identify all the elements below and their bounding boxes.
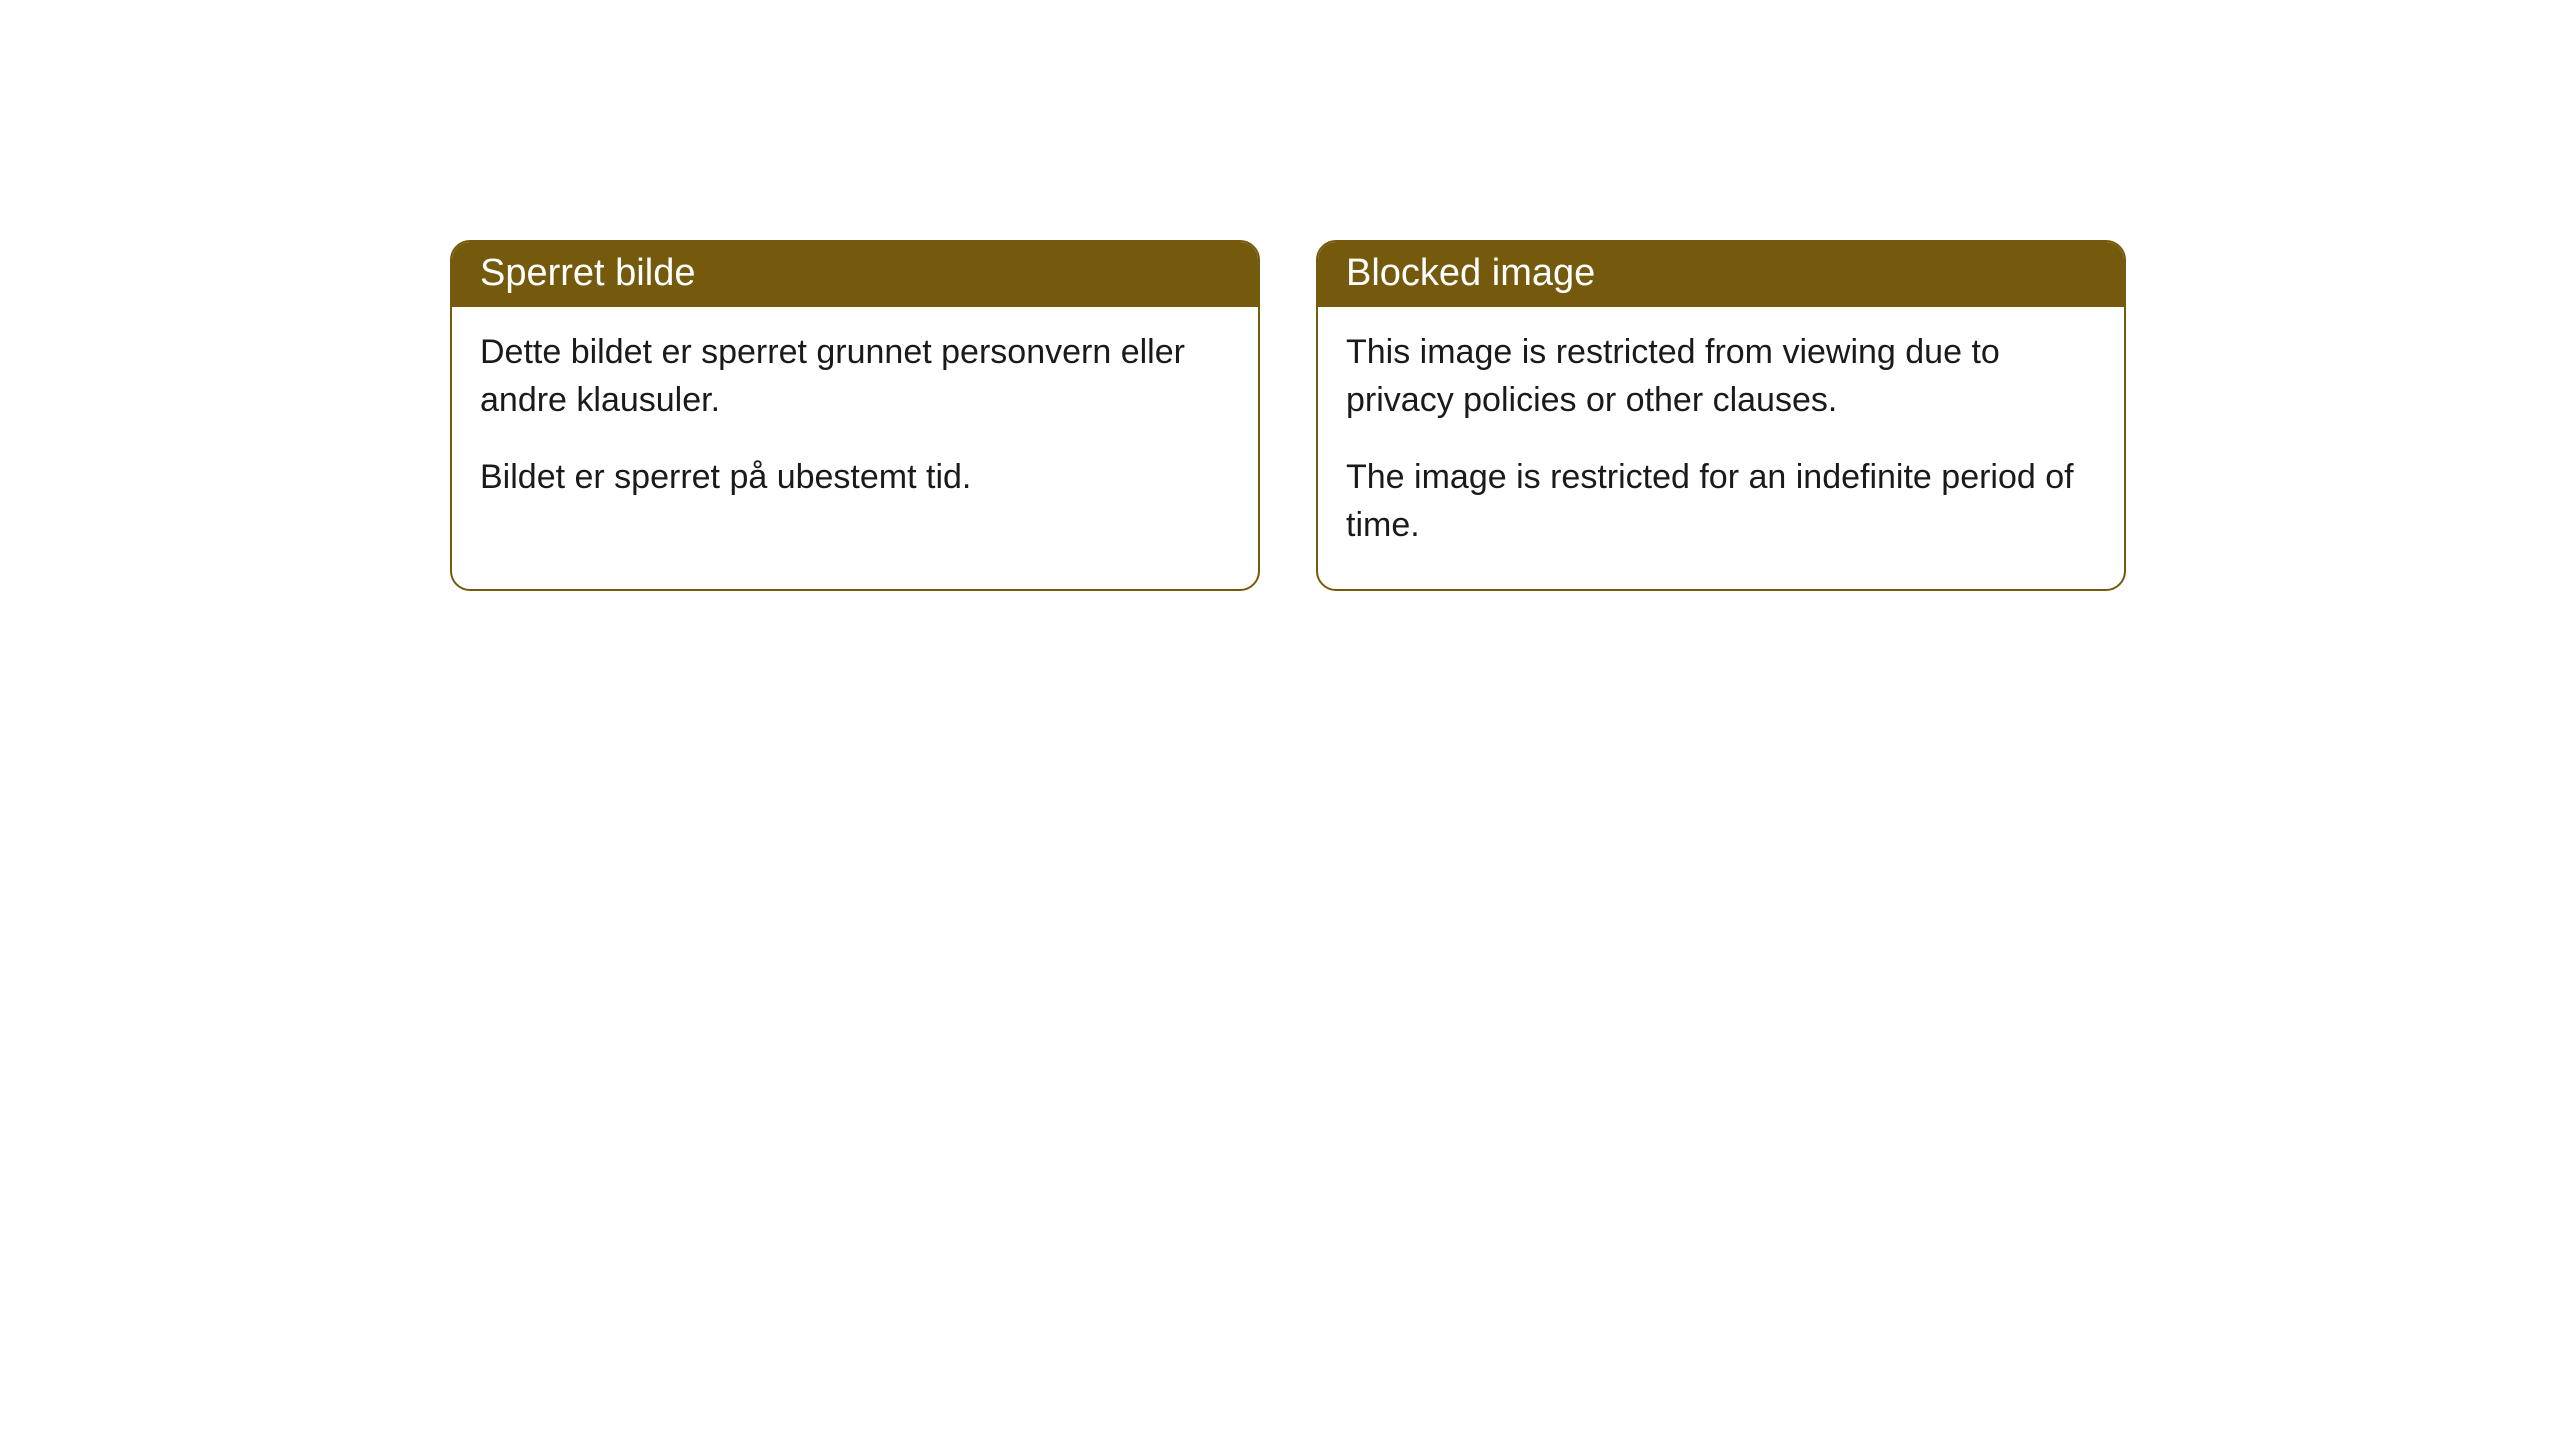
card-paragraph: Dette bildet er sperret grunnet personve…: [480, 329, 1230, 424]
notice-cards-container: Sperret bilde Dette bildet er sperret gr…: [450, 240, 2126, 591]
card-body: This image is restricted from viewing du…: [1318, 307, 2124, 589]
card-paragraph: Bildet er sperret på ubestemt tid.: [480, 454, 1230, 502]
card-title: Sperret bilde: [480, 252, 695, 294]
card-header: Sperret bilde: [452, 242, 1258, 307]
card-title: Blocked image: [1346, 252, 1595, 294]
card-paragraph: This image is restricted from viewing du…: [1346, 329, 2096, 424]
card-body: Dette bildet er sperret grunnet personve…: [452, 307, 1258, 542]
card-paragraph: The image is restricted for an indefinit…: [1346, 454, 2096, 549]
blocked-image-card-norwegian: Sperret bilde Dette bildet er sperret gr…: [450, 240, 1260, 591]
blocked-image-card-english: Blocked image This image is restricted f…: [1316, 240, 2126, 591]
card-header: Blocked image: [1318, 242, 2124, 307]
